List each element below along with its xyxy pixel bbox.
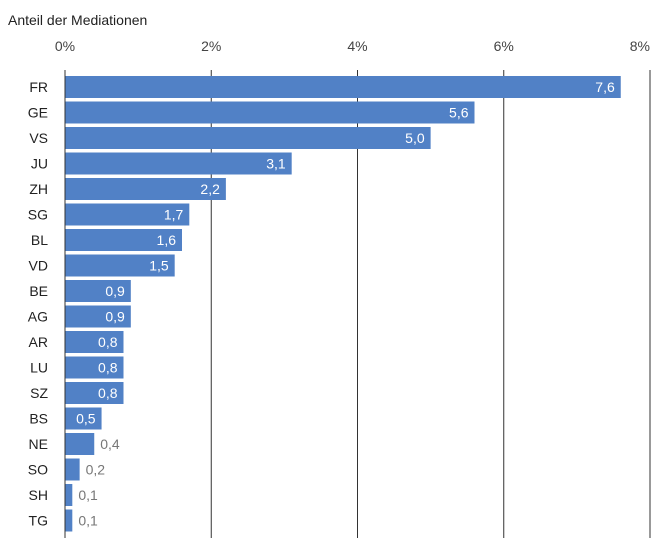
bar — [65, 229, 182, 251]
value-label: 0,2 — [86, 462, 106, 478]
value-label: 0,1 — [78, 487, 98, 503]
bar — [65, 356, 124, 379]
bar — [65, 101, 475, 124]
bar — [65, 127, 431, 149]
value-label: 1,7 — [164, 207, 184, 223]
value-labels: 7,65,65,03,12,21,71,61,50,90,90,80,80,80… — [76, 79, 615, 529]
category-label: SH — [29, 487, 48, 503]
bar — [65, 76, 621, 98]
bar — [65, 509, 73, 532]
value-label: 0,4 — [100, 436, 120, 452]
category-label: SG — [28, 207, 48, 223]
bar — [65, 305, 131, 328]
value-label: 0,8 — [98, 385, 118, 401]
value-label: 0,1 — [78, 513, 98, 529]
category-label: SO — [28, 462, 48, 478]
category-label: JU — [31, 156, 48, 172]
bars — [65, 76, 621, 532]
bar — [65, 254, 175, 277]
category-label: BS — [29, 411, 48, 427]
value-label: 7,6 — [595, 79, 615, 95]
x-tick-label: 6% — [494, 38, 514, 54]
category-label: TG — [29, 513, 48, 529]
category-label: NE — [29, 436, 48, 452]
bar — [65, 407, 102, 430]
category-label: ZH — [29, 181, 48, 197]
x-tick-label: 8% — [630, 38, 650, 54]
value-label: 3,1 — [266, 156, 286, 172]
bar — [65, 203, 190, 226]
bar — [65, 331, 124, 353]
value-label: 0,9 — [105, 283, 125, 299]
value-label: 5,6 — [449, 105, 469, 121]
category-label: FR — [29, 79, 48, 95]
bar — [65, 178, 226, 200]
bar — [65, 280, 131, 302]
value-label: 1,5 — [149, 258, 169, 274]
bar — [65, 433, 95, 455]
x-tick-label: 0% — [55, 38, 75, 54]
x-tick-label: 4% — [347, 38, 367, 54]
category-label: AG — [28, 309, 48, 325]
category-label: LU — [30, 360, 48, 376]
x-tick-labels: 0% 2% 4% 6% 8% — [55, 38, 650, 54]
bar — [65, 484, 73, 506]
bar — [65, 382, 124, 404]
bar — [65, 458, 80, 481]
value-label: 0,5 — [76, 411, 96, 427]
value-label: 0,8 — [98, 334, 118, 350]
category-label: BE — [29, 283, 48, 299]
chart-title: Anteil der Mediationen — [8, 12, 147, 28]
bar — [65, 152, 292, 175]
value-label: 1,6 — [157, 232, 177, 248]
category-label: VS — [29, 130, 48, 146]
category-label: SZ — [30, 385, 48, 401]
value-label: 0,8 — [98, 360, 118, 376]
value-label: 2,2 — [200, 181, 220, 197]
x-tick-label: 2% — [201, 38, 221, 54]
category-label: AR — [29, 334, 48, 350]
category-labels: FR GE VS JU ZH SG BL VD BE AG AR LU SZ BS NE SO SH TG — [28, 79, 49, 529]
value-label: 0,9 — [105, 309, 125, 325]
category-label: VD — [29, 258, 48, 274]
value-label: 5,0 — [405, 130, 425, 146]
category-label: GE — [28, 105, 48, 121]
category-label: BL — [31, 232, 48, 248]
